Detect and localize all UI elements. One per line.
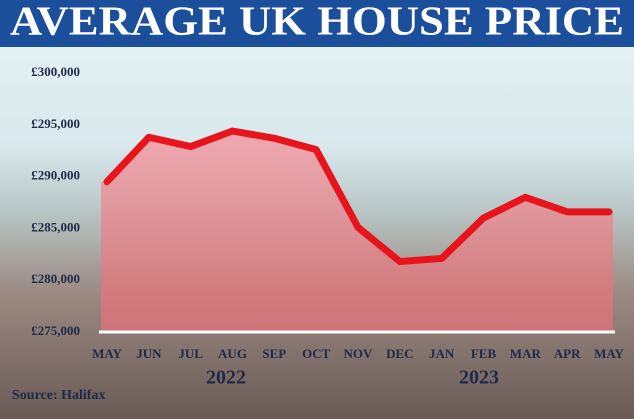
x-tick-label: MAY bbox=[594, 346, 624, 361]
source: Source: Halifax bbox=[12, 388, 105, 403]
x-tick-label: MAR bbox=[510, 346, 542, 361]
year-label: 2022 bbox=[206, 367, 246, 389]
y-tick-label: £300,000 bbox=[31, 64, 80, 79]
y-tick-label: £290,000 bbox=[31, 168, 80, 183]
x-tick-label: SEP bbox=[262, 346, 286, 361]
x-tick-label: AUG bbox=[218, 346, 247, 361]
x-tick-label: OCT bbox=[302, 346, 331, 361]
line bbox=[103, 127, 613, 266]
chart-title: AVERAGE UK HOUSE PRICE bbox=[10, 0, 624, 43]
y-tick-label: £280,000 bbox=[31, 271, 80, 286]
y-tick-label: £275,000 bbox=[31, 323, 80, 338]
x-tick-label: JUL bbox=[178, 346, 203, 361]
x-tick-label: NOV bbox=[344, 346, 374, 361]
x-tick-label: JAN bbox=[429, 346, 455, 361]
x-tick-label: APR bbox=[554, 346, 581, 361]
year-label: 2023 bbox=[459, 367, 499, 389]
x-tick-label: FEB bbox=[471, 346, 497, 361]
title-banner bbox=[0, 0, 634, 47]
x-tick-label: DEC bbox=[386, 346, 413, 361]
y-tick-label: £285,000 bbox=[31, 219, 80, 234]
x-tick-label: MAY bbox=[92, 346, 122, 361]
area bbox=[101, 131, 613, 332]
y-tick-label: £295,000 bbox=[31, 116, 80, 131]
x-tick-label: JUN bbox=[136, 346, 162, 361]
